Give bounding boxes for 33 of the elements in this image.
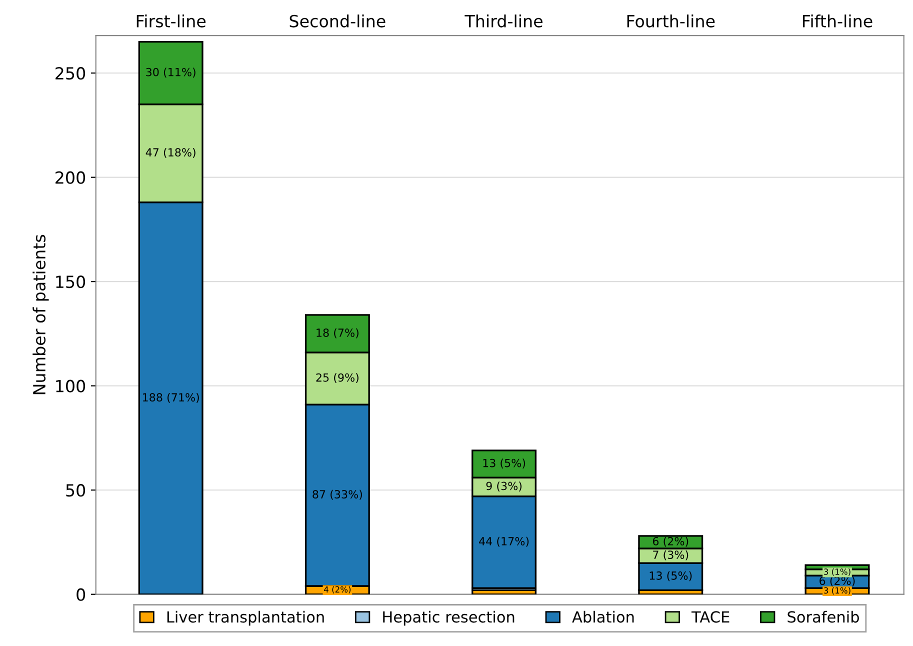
data-label: 4 (2%) <box>324 586 351 594</box>
x-tick-label: Fourth-line <box>627 14 715 28</box>
y-tick-label: 250 <box>56 67 86 80</box>
y-tick-label: 100 <box>56 380 86 392</box>
x-tick-label: Fifth-line <box>802 14 872 28</box>
x-tick-label: Second-line <box>290 14 386 28</box>
legend-label: Ablation <box>572 610 634 623</box>
data-label: 9 (3%) <box>486 482 522 492</box>
data-label: 6 (2%) <box>820 576 855 586</box>
data-label: 3 (1%) <box>824 587 850 595</box>
data-label: 25 (9%) <box>316 373 358 384</box>
y-tick-label: 200 <box>56 171 86 184</box>
y-tick-label: 0 <box>76 588 86 601</box>
data-label: 87 (33%) <box>312 490 362 500</box>
data-label: 3 (1%) <box>824 568 850 576</box>
data-label: 7 (3%) <box>653 550 688 560</box>
legend-label: Hepatic resection <box>383 610 514 626</box>
legend-label: TACE <box>691 611 730 623</box>
legend-label: Sorafenib <box>788 610 859 623</box>
legend-label: Liver transplantation <box>167 610 324 626</box>
data-label: 47 (18%) <box>146 148 196 158</box>
data-label: 18 (7%) <box>316 328 358 338</box>
data-label: 13 (5%) <box>650 571 692 582</box>
y-tick-label: 150 <box>56 276 86 288</box>
data-label: 30 (11%) <box>146 68 196 78</box>
y-tick-label: 50 <box>66 484 86 497</box>
y-axis-title: Number of patients <box>32 234 49 394</box>
x-tick-label: First-line <box>136 14 206 28</box>
x-tick-label: Third-line <box>464 14 542 28</box>
data-label: 6 (2%) <box>652 536 688 547</box>
data-label: 44 (17%) <box>479 536 529 547</box>
data-label: 13 (5%) <box>483 458 526 469</box>
data-label: 188 (71%) <box>143 392 199 403</box>
